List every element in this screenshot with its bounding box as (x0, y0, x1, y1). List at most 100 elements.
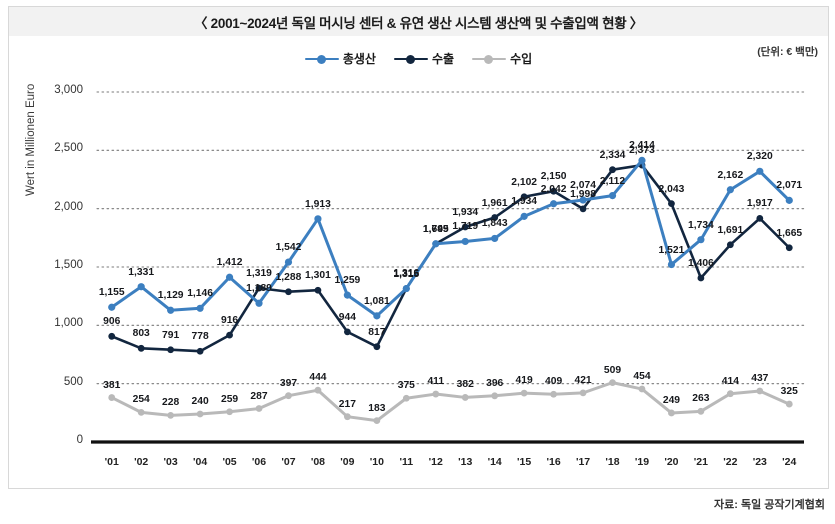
data-label: 240 (191, 396, 209, 407)
x-axis-tick: '11 (399, 456, 414, 468)
x-axis-tick: '01 (104, 456, 119, 468)
data-label: 1,665 (776, 227, 803, 239)
data-label: 1,315 (393, 268, 420, 280)
legend-swatch-import (472, 53, 507, 64)
x-axis-tick: '06 (251, 456, 267, 468)
x-axis-tick: '04 (193, 456, 208, 468)
x-axis-tick: '21 (693, 456, 708, 468)
data-label: 1,319 (246, 268, 272, 280)
chart-frame: (단위: € 백만) 총생산 수출 수입 (8, 36, 829, 489)
data-label: 375 (397, 380, 415, 392)
data-label: 791 (162, 329, 180, 341)
legend-item-import[interactable]: 수입 (472, 50, 532, 67)
y-axis-tick: 3,000 (54, 84, 83, 96)
legend-item-production[interactable]: 총생산 (304, 50, 376, 67)
x-axis-tick: '09 (340, 456, 355, 468)
x-axis-tick: '24 (782, 456, 797, 468)
data-label: 803 (132, 328, 150, 340)
data-label: 259 (220, 393, 239, 405)
data-label: 1,331 (128, 266, 155, 278)
y-axis-tick: 2,000 (54, 200, 83, 213)
data-label: 2,112 (599, 175, 626, 187)
data-label: 1,146 (187, 288, 213, 300)
y-axis-tick: 2,500 (54, 142, 83, 155)
data-label: 409 (545, 376, 563, 388)
data-label: 444 (309, 372, 327, 384)
data-label: 2,074 (570, 180, 596, 192)
legend-label-import: 수입 (510, 52, 533, 66)
legend-label-export: 수출 (431, 52, 455, 66)
data-label: 263 (692, 393, 710, 405)
data-label: 1,288 (275, 271, 302, 283)
data-label: 411 (427, 376, 445, 388)
chart-svg (91, 91, 805, 444)
data-label: 2,102 (511, 176, 538, 188)
data-label: 1,259 (334, 275, 361, 287)
data-label: 2,150 (540, 171, 567, 183)
data-label: 1,412 (216, 257, 243, 269)
x-axis-tick: '15 (517, 456, 532, 468)
data-label: 1,934 (452, 206, 479, 218)
data-label: 1,961 (481, 197, 508, 209)
data-label: 183 (368, 402, 386, 414)
data-label: 817 (368, 326, 386, 338)
x-axis-tick: '20 (664, 456, 679, 468)
data-label: 1,734 (688, 219, 714, 231)
legend-swatch-production (304, 53, 339, 64)
data-label: 906 (103, 316, 121, 328)
x-axis-tick: '10 (369, 456, 384, 468)
y-axis-tick: 1,500 (54, 259, 83, 271)
chart-legend: 총생산 수출 수입 (9, 50, 828, 67)
source-note: 자료: 독일 공작기계협회 (714, 499, 825, 511)
legend-swatch-export (393, 53, 428, 64)
data-label: 254 (132, 394, 150, 406)
page-title: 〈 2001~2024년 독일 머시닝 센터 & 유연 생산 시스템 생산액 및… (194, 16, 643, 31)
x-axis-tick: '07 (281, 456, 296, 468)
x-axis-tick: '08 (310, 456, 326, 468)
x-axis-tick: '13 (458, 456, 473, 468)
data-label: 2,162 (717, 169, 744, 181)
data-label: 1,691 (717, 224, 744, 236)
data-label: 1,745 (422, 223, 449, 235)
data-label: 2,414 (629, 140, 655, 152)
data-label: 325 (780, 386, 798, 398)
x-axis-tick: '12 (428, 456, 443, 468)
data-label: 944 (338, 311, 356, 323)
data-label: 396 (486, 377, 504, 389)
data-label: 1,934 (511, 196, 538, 208)
data-label: 1,301 (305, 270, 331, 282)
data-label: 397 (279, 377, 298, 389)
x-axis-tick: '17 (575, 456, 591, 468)
data-label: 509 (603, 364, 622, 376)
data-label: 1,913 (305, 198, 331, 210)
data-label: 778 (191, 331, 209, 343)
x-axis-tick: '03 (163, 456, 178, 468)
data-label: 249 (662, 394, 681, 406)
data-label: 1,406 (688, 257, 714, 269)
x-axis-tick: '16 (546, 456, 561, 468)
data-label: 1,843 (481, 218, 508, 230)
data-label: 1,081 (363, 295, 390, 307)
data-label: 1,189 (246, 283, 272, 295)
data-label: 228 (162, 397, 180, 409)
data-label: 287 (250, 390, 268, 402)
data-label: 1,316 (393, 268, 420, 280)
data-label: 1,917 (746, 198, 773, 210)
data-label: 1,155 (98, 287, 125, 299)
x-axis-tick: '05 (222, 456, 237, 468)
y-axis-tick: 0 (76, 434, 83, 446)
x-axis-tick: '02 (134, 456, 149, 468)
data-label: 2,334 (599, 149, 626, 161)
data-label: 1,129 (157, 290, 184, 302)
data-label: 414 (721, 375, 739, 387)
legend-item-export[interactable]: 수출 (393, 50, 455, 67)
plot-area: Wert in Millionen Euro 3,000 2,500 2,000 1,… (9, 36, 828, 488)
data-label: 1,542 (275, 242, 302, 254)
x-axis-tick: '22 (723, 456, 738, 468)
data-label: 382 (456, 379, 474, 391)
x-axis-tick: '19 (634, 456, 650, 468)
unit-note: (단위: € 백만) (757, 46, 818, 58)
data-label: 2,320 (746, 151, 773, 163)
data-label: 2,042 (540, 183, 567, 195)
